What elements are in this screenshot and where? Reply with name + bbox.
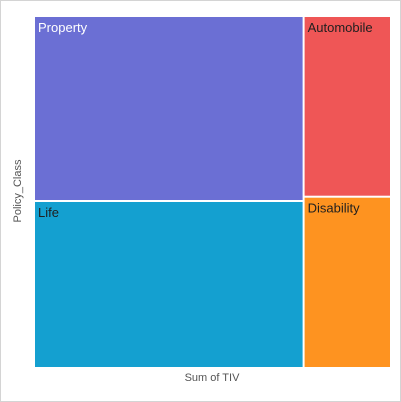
x-axis-label: Sum of TIV bbox=[184, 372, 240, 384]
treemap-tile-property[interactable] bbox=[35, 17, 303, 200]
treemap-label-automobile: Automobile bbox=[308, 20, 373, 35]
treemap-plot: Property Life Automobile Disability bbox=[35, 17, 390, 367]
treemap-tile-disability[interactable] bbox=[304, 197, 390, 367]
treemap-label-property: Property bbox=[38, 20, 88, 35]
y-axis-label: Policy_Class bbox=[12, 159, 24, 223]
treemap-tile-automobile[interactable] bbox=[304, 17, 390, 196]
treemap-tile-life[interactable] bbox=[35, 202, 303, 367]
treemap-label-disability: Disability bbox=[308, 201, 361, 216]
treemap-label-life: Life bbox=[38, 205, 59, 220]
